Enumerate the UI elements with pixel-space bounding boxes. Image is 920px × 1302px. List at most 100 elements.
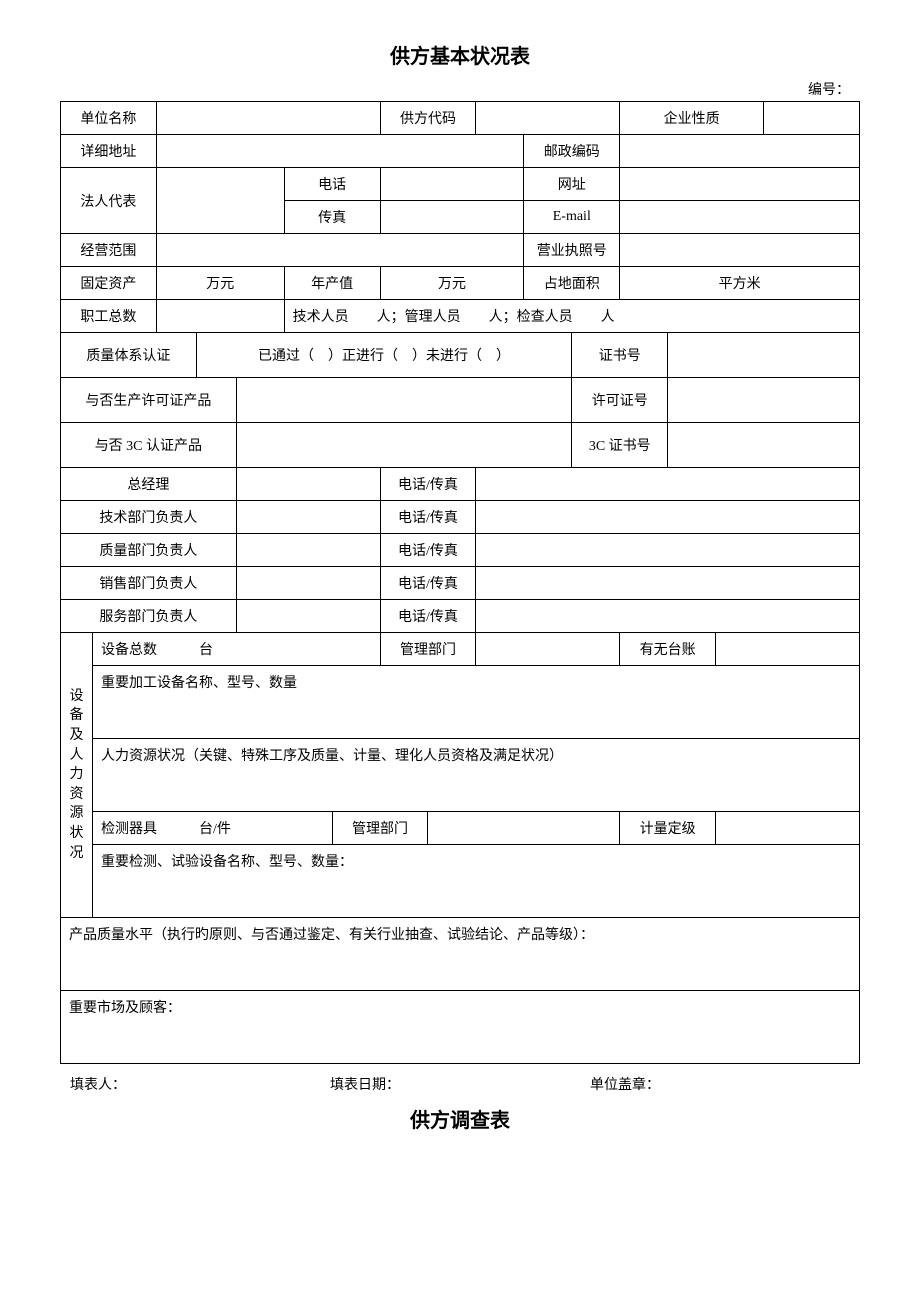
label-fax: 传真 <box>284 201 380 234</box>
field-prod-license[interactable] <box>236 378 572 423</box>
label-quality-head: 质量部门负责人 <box>61 534 237 567</box>
label-unit-name: 单位名称 <box>61 102 157 135</box>
label-equip-hr-header: 设备及人力资源状况 <box>61 633 93 918</box>
field-staff-total[interactable] <box>156 300 284 333</box>
label-ccc-no: 3C 证书号 <box>572 423 668 468</box>
field-key-equip[interactable]: 重要加工设备名称、型号、数量 <box>92 666 859 739</box>
field-key-test-equip[interactable]: 重要检测、试验设备名称、型号、数量： <box>92 845 859 918</box>
label-sales-phonefax: 电话/传真 <box>380 567 476 600</box>
field-service-head[interactable] <box>236 600 380 633</box>
footer-stamp: 单位盖章： <box>590 1074 850 1094</box>
field-postcode[interactable] <box>620 135 860 168</box>
field-address[interactable] <box>156 135 524 168</box>
label-service-phonefax: 电话/传真 <box>380 600 476 633</box>
label-quality-cert: 质量体系认证 <box>61 333 197 378</box>
field-phone[interactable] <box>380 168 524 201</box>
field-measure-grade[interactable] <box>716 812 860 845</box>
label-gm: 总经理 <box>61 468 237 501</box>
label-postcode: 邮政编码 <box>524 135 620 168</box>
label-license-no: 营业执照号 <box>524 234 620 267</box>
label-tech-phonefax: 电话/传真 <box>380 501 476 534</box>
row-quality-cert: 质量体系认证 已通过（ ）正进行（ ）未进行（ ） 证书号 <box>61 333 860 378</box>
label-supplier-code: 供方代码 <box>380 102 476 135</box>
label-prod-license: 与否生产许可证产品 <box>61 378 237 423</box>
field-sales-head[interactable] <box>236 567 380 600</box>
field-cert-no[interactable] <box>668 333 860 378</box>
field-fixed-assets[interactable]: 万元 <box>156 267 284 300</box>
row-service-head: 服务部门负责人 电话/传真 <box>61 600 860 633</box>
label-mgmt-dept-2: 管理部门 <box>332 812 428 845</box>
field-ccc[interactable] <box>236 423 572 468</box>
label-has-ledger: 有无台账 <box>620 633 716 666</box>
label-ccc: 与否 3C 认证产品 <box>61 423 237 468</box>
label-address: 详细地址 <box>61 135 157 168</box>
row-tech-head: 技术部门负责人 电话/传真 <box>61 501 860 534</box>
row-sales-head: 销售部门负责人 电话/传真 <box>61 567 860 600</box>
label-equip-total[interactable]: 设备总数 台 <box>92 633 380 666</box>
supplier-form-table: 单位名称 供方代码 企业性质 详细地址 邮政编码 法人代表 电话 网址 传真 E… <box>60 101 860 1064</box>
label-service-head: 服务部门负责人 <box>61 600 237 633</box>
row-fixed-assets: 固定资产 万元 年产值 万元 占地面积 平方米 <box>61 267 860 300</box>
field-has-ledger[interactable] <box>716 633 860 666</box>
footer-row: 填表人： 填表日期： 单位盖章： <box>60 1074 860 1094</box>
row-prod-license: 与否生产许可证产品 许可证号 <box>61 378 860 423</box>
row-ccc: 与否 3C 认证产品 3C 证书号 <box>61 423 860 468</box>
row-legal-rep-1: 法人代表 电话 网址 <box>61 168 860 201</box>
label-enterprise-nature: 企业性质 <box>620 102 764 135</box>
field-mgmt-dept-2[interactable] <box>428 812 620 845</box>
row-key-test-equip: 重要检测、试验设备名称、型号、数量： <box>61 845 860 918</box>
field-service-phonefax[interactable] <box>476 600 860 633</box>
field-gm[interactable] <box>236 468 380 501</box>
footer-date: 填表日期： <box>330 1074 590 1094</box>
subtitle: 供方调查表 <box>60 1104 860 1133</box>
footer-filler: 填表人： <box>70 1074 330 1094</box>
row-quality-head: 质量部门负责人 电话/传真 <box>61 534 860 567</box>
row-address: 详细地址 邮政编码 <box>61 135 860 168</box>
field-fax[interactable] <box>380 201 524 234</box>
label-tech-head: 技术部门负责人 <box>61 501 237 534</box>
label-annual-output: 年产值 <box>284 267 380 300</box>
row-staff: 职工总数 技术人员 人；管理人员 人；检查人员 人 <box>61 300 860 333</box>
row-market-customer: 重要市场及顾客： <box>61 991 860 1064</box>
field-staff-breakdown[interactable]: 技术人员 人；管理人员 人；检查人员 人 <box>284 300 859 333</box>
field-tech-phonefax[interactable] <box>476 501 860 534</box>
label-prod-license-no: 许可证号 <box>572 378 668 423</box>
field-ccc-no[interactable] <box>668 423 860 468</box>
field-enterprise-nature[interactable] <box>764 102 860 135</box>
field-quality-cert-status[interactable]: 已通过（ ）正进行（ ）未进行（ ） <box>196 333 572 378</box>
field-tech-head[interactable] <box>236 501 380 534</box>
field-area[interactable]: 平方米 <box>620 267 860 300</box>
field-email[interactable] <box>620 201 860 234</box>
field-prod-license-no[interactable] <box>668 378 860 423</box>
label-sales-head: 销售部门负责人 <box>61 567 237 600</box>
row-unit-name: 单位名称 供方代码 企业性质 <box>61 102 860 135</box>
row-gm: 总经理 电话/传真 <box>61 468 860 501</box>
label-test-tools[interactable]: 检测器具 台/件 <box>92 812 332 845</box>
label-measure-grade: 计量定级 <box>620 812 716 845</box>
field-legal-rep[interactable] <box>156 168 284 234</box>
field-market-customer[interactable]: 重要市场及顾客： <box>61 991 860 1064</box>
field-mgmt-dept-1[interactable] <box>476 633 620 666</box>
field-quality-head[interactable] <box>236 534 380 567</box>
field-unit-name[interactable] <box>156 102 380 135</box>
field-gm-phonefax[interactable] <box>476 468 860 501</box>
label-mgmt-dept-1: 管理部门 <box>380 633 476 666</box>
field-hr-status[interactable]: 人力资源状况（关键、特殊工序及质量、计量、理化人员资格及满足状况） <box>92 739 859 812</box>
field-supplier-code[interactable] <box>476 102 620 135</box>
field-product-quality[interactable]: 产品质量水平（执行旳原则、与否通过鉴定、有关行业抽查、试验结论、产品等级）： <box>61 918 860 991</box>
row-product-quality: 产品质量水平（执行旳原则、与否通过鉴定、有关行业抽查、试验结论、产品等级）： <box>61 918 860 991</box>
field-license-no[interactable] <box>620 234 860 267</box>
field-annual-output[interactable]: 万元 <box>380 267 524 300</box>
label-email: E-mail <box>524 201 620 234</box>
field-scope[interactable] <box>156 234 524 267</box>
label-cert-no: 证书号 <box>572 333 668 378</box>
field-website[interactable] <box>620 168 860 201</box>
page-title: 供方基本状况表 <box>60 40 860 69</box>
label-staff-total: 职工总数 <box>61 300 157 333</box>
field-sales-phonefax[interactable] <box>476 567 860 600</box>
field-quality-phonefax[interactable] <box>476 534 860 567</box>
label-website: 网址 <box>524 168 620 201</box>
row-equip-total: 设备及人力资源状况 设备总数 台 管理部门 有无台账 <box>61 633 860 666</box>
label-area: 占地面积 <box>524 267 620 300</box>
row-test-tools: 检测器具 台/件 管理部门 计量定级 <box>61 812 860 845</box>
